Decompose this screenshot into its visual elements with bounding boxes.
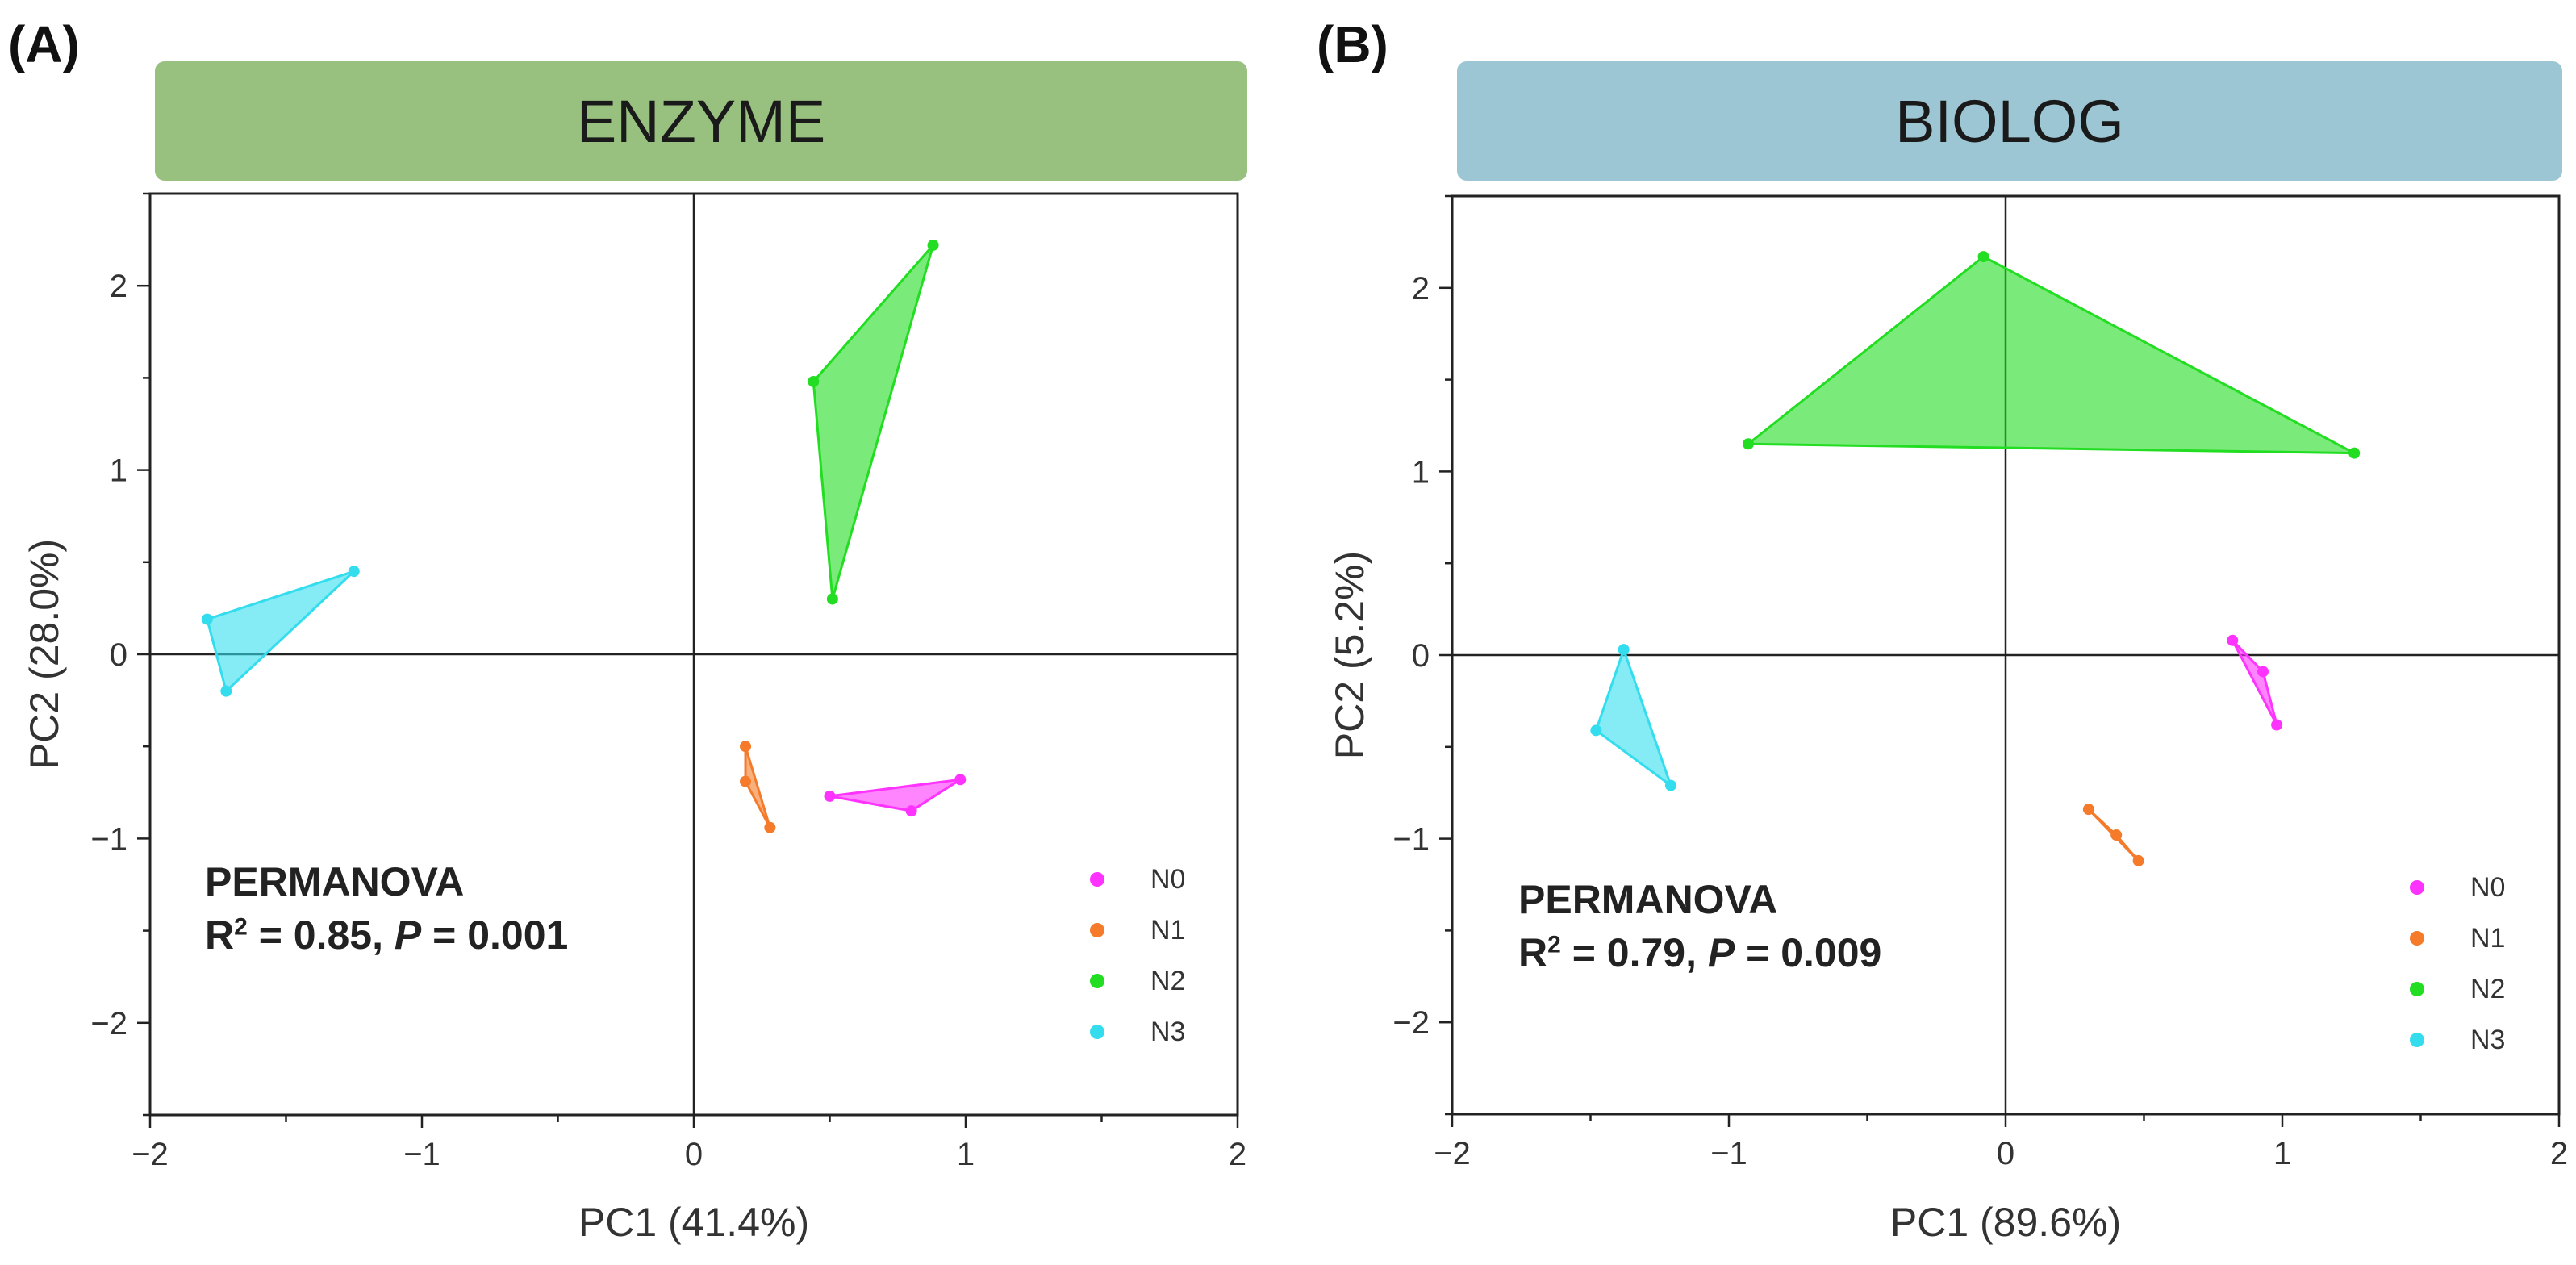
biolog-title-banner: BIOLOG [1457, 61, 2562, 181]
x-tick-label-a: 2 [1229, 1137, 1246, 1172]
point-n3-a [348, 566, 360, 578]
point-n0-b [2227, 634, 2239, 646]
x-tick-label-b: 0 [1997, 1136, 2014, 1171]
point-n1-b [2082, 804, 2094, 816]
y-tick-label-a: −1 [90, 821, 127, 857]
y-axis-title-b: PC2 (5.2%) [1327, 551, 1372, 759]
enzyme-title-banner: ENZYME [155, 61, 1247, 181]
x-tick-label-b: 1 [2273, 1136, 2291, 1171]
y-tick-label-a: 2 [110, 269, 127, 304]
point-n3-b [1664, 779, 1676, 791]
point-n2-b [1743, 438, 1755, 450]
y-tick-label-a: 0 [110, 637, 127, 673]
point-n2-b [2348, 447, 2361, 459]
permanova-heading-a: PERMANOVA [205, 859, 465, 904]
point-n2-a [808, 375, 820, 387]
y-tick-label-a: 1 [110, 453, 127, 489]
point-n3-b [1590, 724, 1602, 737]
legend-label-n2-b: N2 [2470, 974, 2505, 1004]
y-tick-label-b: −1 [1392, 822, 1430, 858]
y-tick-label-a: −2 [90, 1006, 127, 1042]
legend-label-n1-a: N1 [1150, 915, 1185, 946]
y-axis-title-a: PC2 (28.0%) [22, 539, 67, 770]
point-n0-a [824, 790, 836, 802]
legend-marker-n3-a [1090, 1025, 1104, 1039]
y-tick-label-b: 1 [1412, 454, 1430, 490]
y-tick-label-b: 0 [1412, 638, 1430, 674]
legend-label-n2-a: N2 [1150, 966, 1185, 996]
permanova-stats-a: PERMANOVA R2 = 0.85, P = 0.001 [205, 855, 568, 962]
panel-label-b: (B) [1317, 15, 1388, 73]
legend-label-n0-b: N0 [2470, 872, 2505, 903]
point-n1-b [2132, 854, 2144, 866]
legend-marker-n3-b [2410, 1033, 2424, 1047]
enzyme-title: ENZYME [576, 87, 826, 155]
point-n0-a [905, 805, 917, 817]
x-tick-label-a: −2 [132, 1137, 169, 1172]
hull-n3-a [206, 570, 356, 693]
panel-label-a: (A) [8, 15, 80, 73]
point-n3-a [220, 685, 232, 697]
x-tick-label-b: 2 [2550, 1136, 2568, 1171]
point-n3-a [201, 613, 213, 625]
x-tick-label-b: −1 [1710, 1136, 1747, 1171]
hull-n1-a [744, 745, 771, 829]
legend-label-n0-a: N0 [1150, 864, 1185, 895]
point-n0-b [2271, 719, 2283, 731]
hull-n0-a [829, 778, 962, 812]
point-n3-b [1618, 644, 1630, 656]
x-axis-title-b: PC1 (89.6%) [1890, 1200, 2121, 1245]
permanova-result-b: R2 = 0.79, P = 0.009 [1518, 930, 1882, 975]
y-tick-label-b: −2 [1392, 1005, 1430, 1041]
legend-marker-n2-b [2410, 982, 2424, 996]
point-n2-b [1977, 251, 1989, 263]
point-n2-a [826, 593, 838, 605]
plot-a: −2 −1 0 1 2 −2 −1 0 1 2 PC1 (41.4%) PC2 (28.0%) N0 N1… [22, 192, 1246, 1245]
legend-marker-n1-b [2410, 931, 2424, 946]
x-tick-label-a: 0 [685, 1137, 703, 1172]
x-tick-label-a: 1 [957, 1137, 975, 1172]
legend-label-n3-a: N3 [1150, 1017, 1185, 1047]
legend-marker-n1-a [1090, 923, 1104, 937]
hull-n0-b [2231, 639, 2278, 726]
x-axis-title-a: PC1 (41.4%) [578, 1200, 809, 1245]
legend-marker-n0-b [2410, 880, 2424, 895]
legend-b: N0 N1 N2 N3 [2410, 872, 2505, 1055]
legend-label-n3-b: N3 [2470, 1025, 2505, 1055]
permanova-heading-b: PERMANOVA [1518, 877, 1778, 922]
legend-label-n1-b: N1 [2470, 923, 2505, 954]
permanova-stats-b: PERMANOVA R2 = 0.79, P = 0.009 [1518, 873, 1881, 979]
point-n0-a [954, 774, 967, 786]
point-n0-b [2257, 666, 2269, 678]
hull-n3-b [1594, 648, 1672, 787]
hull-n2-a [812, 244, 935, 600]
permanova-result-a: R2 = 0.85, P = 0.001 [205, 912, 569, 958]
legend-marker-n0-a [1090, 872, 1104, 887]
point-n1-a [740, 775, 752, 787]
legend-a: N0 N1 N2 N3 [1090, 864, 1185, 1047]
point-n1-a [764, 821, 776, 833]
x-tick-label-a: −1 [403, 1137, 440, 1172]
point-n1-a [740, 741, 752, 753]
hull-n2-b [1747, 255, 2356, 455]
point-n2-a [927, 239, 939, 251]
x-tick-label-b: −2 [1434, 1136, 1471, 1171]
y-tick-label-b: 2 [1412, 271, 1430, 307]
legend-marker-n2-a [1090, 974, 1104, 988]
point-n1-b [2110, 829, 2123, 841]
biolog-title: BIOLOG [1895, 87, 2124, 155]
